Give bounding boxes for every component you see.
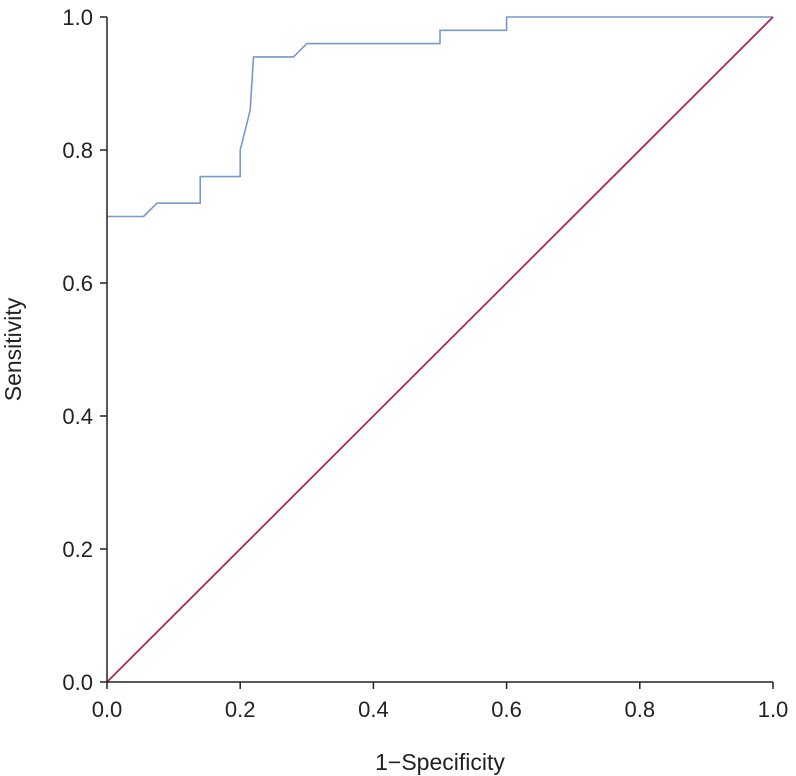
y-axis-ticks: 0.0 0.2 0.4 0.6 0.8 1.0 xyxy=(62,5,107,695)
y-tick-label: 0.2 xyxy=(62,537,93,562)
x-tick-label: 0.8 xyxy=(625,697,656,722)
x-tick-label: 1.0 xyxy=(758,697,789,722)
y-tick-label: 0.4 xyxy=(62,404,93,429)
plot-area xyxy=(106,16,774,683)
y-tick-label: 0.6 xyxy=(62,271,93,296)
x-axis-ticks: 0.0 0.2 0.4 0.6 0.8 1.0 xyxy=(92,682,789,722)
roc-curve-line xyxy=(107,16,773,218)
y-axis-label: Sensitivity xyxy=(0,297,26,401)
reference-diagonal-line xyxy=(106,16,774,683)
y-tick-label: 0.0 xyxy=(62,670,93,695)
x-axis-label: 1−Specificity xyxy=(375,749,505,775)
y-tick-label: 0.8 xyxy=(62,138,93,163)
x-tick-label: 0.2 xyxy=(225,697,256,722)
x-tick-label: 0.4 xyxy=(358,697,389,722)
x-tick-label: 0.6 xyxy=(491,697,522,722)
y-tick-label: 1.0 xyxy=(62,5,93,30)
x-tick-label: 0.0 xyxy=(92,697,123,722)
